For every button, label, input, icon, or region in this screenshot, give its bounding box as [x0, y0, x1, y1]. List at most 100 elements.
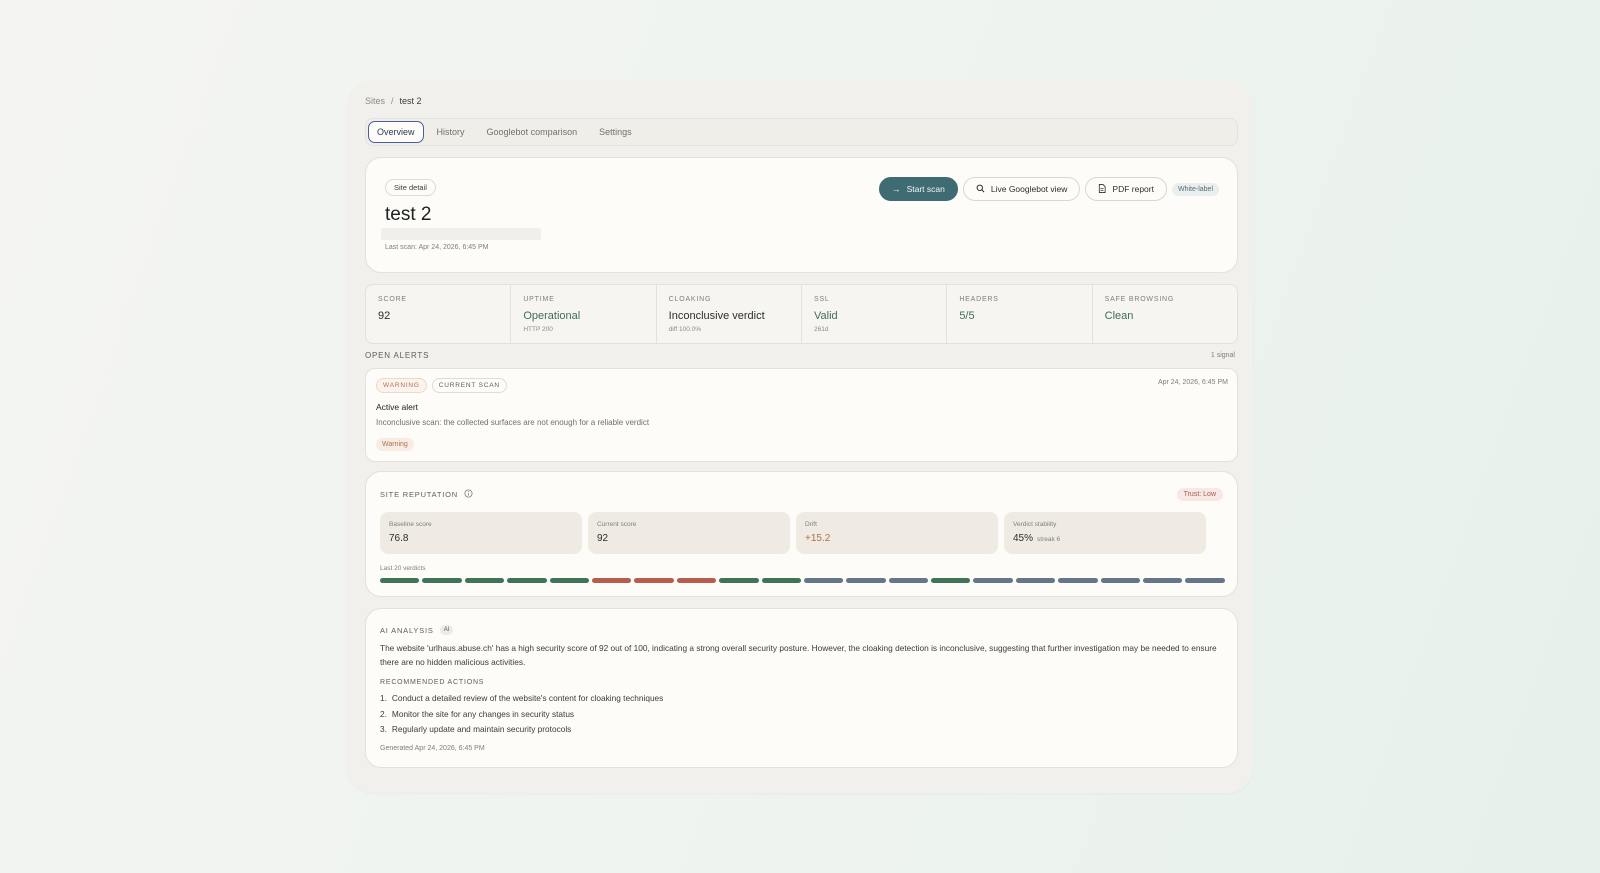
tab-googlebot-comparison[interactable]: Googlebot comparison — [486, 127, 578, 137]
metric-verdict-stability: Verdict stability 45% streak 6 — [1004, 512, 1206, 554]
stat-value: 92 — [378, 310, 391, 322]
verdict-segment-gray — [973, 578, 1013, 583]
tab-settings[interactable]: Settings — [599, 127, 632, 137]
pdf-report-button[interactable]: PDF report — [1085, 177, 1167, 201]
info-icon[interactable] — [464, 489, 473, 500]
stat-label: SSL — [813, 296, 830, 303]
verdict-segment-gray — [846, 578, 886, 583]
document-icon — [1098, 183, 1106, 195]
ai-chip: AI — [439, 625, 454, 635]
list-number: 1. — [380, 693, 387, 703]
tab-overview[interactable]: Overview — [368, 121, 424, 143]
verdict-segment-green — [422, 578, 462, 583]
tab-bar: Overview History Googlebot comparison Se… — [365, 118, 1238, 146]
list-item: 1. Conduct a detailed review of the websi… — [380, 693, 663, 709]
stat-label: HEADERS — [959, 296, 999, 303]
stat-value: Valid — [813, 310, 838, 322]
metric-label: Current score — [597, 521, 637, 528]
site-reputation-heading: SITE REPUTATION — [380, 489, 473, 500]
breadcrumb-sites-link[interactable]: Sites — [365, 96, 386, 106]
start-scan-label: Start scan — [906, 184, 945, 194]
site-detail-panel: Sites / test 2 Overview History Googlebo… — [347, 80, 1253, 793]
start-scan-button[interactable]: → Start scan — [878, 177, 958, 201]
alert-item[interactable]: WARNING CURRENT SCAN Apr 24, 2026, 6:45 … — [365, 368, 1238, 462]
site-detail-tag: Site detail — [385, 179, 436, 196]
verdict-segment-red — [634, 578, 674, 583]
ai-analysis-card: AI ANALYSIS AI The website 'urlhaus.abus… — [365, 608, 1238, 768]
verdict-segment-green — [719, 578, 759, 583]
header-actions: → Start scan Live Googlebot view PDF rep… — [878, 177, 1219, 201]
stat-value: Clean — [1104, 310, 1134, 322]
verdict-segment-gray — [888, 578, 929, 583]
generated-time: Generated Apr 24, 2026, 6:45 PM — [380, 745, 485, 752]
breadcrumb: Sites / test 2 — [365, 96, 422, 106]
verdict-segment-green — [507, 578, 547, 583]
white-label-badge: White-label — [1171, 182, 1219, 196]
page-title: test 2 — [385, 204, 432, 225]
action-text: Conduct a detailed review of the website… — [391, 693, 664, 703]
verdict-segment-gray — [1143, 578, 1183, 583]
verdict-segment-green — [549, 578, 589, 583]
verdict-segment-red — [676, 578, 717, 583]
verdict-segment-gray — [1058, 578, 1098, 583]
stat-safe-browsing: SAFE BROWSING Clean — [1093, 285, 1237, 343]
metric-value-row: 45% streak 6 — [1013, 533, 1197, 544]
action-text: Monitor the site for any changes in secu… — [391, 708, 575, 719]
metric-label: Drift — [805, 521, 817, 528]
streak-count: streak 6 — [1037, 536, 1061, 543]
metric-label: Baseline score — [389, 521, 432, 528]
alert-chips: WARNING CURRENT SCAN — [376, 378, 507, 393]
verdict-segment-gray — [1185, 578, 1225, 583]
list-item: 2. Monitor the site for any changes in se… — [380, 709, 663, 725]
verdict-segment-red — [591, 578, 632, 583]
arrow-right-icon: → — [891, 183, 901, 194]
ai-summary: The website 'urlhaus.abuse.ch' has a hig… — [380, 643, 1217, 667]
breadcrumb-separator: / — [391, 96, 394, 106]
metric-label: Verdict stability — [1013, 521, 1057, 528]
live-googlebot-view-label: Live Googlebot view — [990, 184, 1068, 194]
list-number: 3. — [380, 724, 387, 734]
stat-sub: diff 100.0% — [668, 326, 702, 333]
site-reputation-label: SITE REPUTATION — [380, 490, 458, 499]
warning-chip: WARNING — [376, 378, 427, 393]
stat-ssl: SSL Valid 261d — [802, 285, 948, 343]
verdict-segment-gray — [803, 578, 844, 583]
stat-cloaking: CLOAKING Inconclusive verdict diff 100.0… — [657, 285, 802, 343]
tab-history[interactable]: History — [436, 127, 465, 137]
stat-label: UPTIME — [523, 296, 555, 303]
current-scan-chip: CURRENT SCAN — [431, 378, 507, 393]
stat-headers: HEADERS 5/5 — [947, 285, 1093, 343]
open-alerts-heading: OPEN ALERTS — [365, 351, 430, 360]
stat-value: Inconclusive verdict — [668, 310, 765, 322]
stat-uptime: UPTIME Operational HTTP 200 — [511, 285, 657, 343]
site-header-card: Site detail test 2 Last scan: Apr 24, 20… — [365, 157, 1238, 273]
stat-label: SCORE — [378, 296, 407, 303]
alert-description: Inconclusive scan: the collected surface… — [376, 418, 650, 427]
breadcrumb-current: test 2 — [399, 96, 422, 106]
stat-score: SCORE 92 — [366, 285, 512, 343]
metric-value: 45% — [1013, 533, 1034, 544]
live-googlebot-view-button[interactable]: Live Googlebot view — [962, 177, 1081, 201]
verdicts-label: Last 20 verdicts — [380, 565, 426, 572]
verdict-segment-green — [380, 578, 420, 583]
list-number: 2. — [380, 708, 387, 719]
pdf-report-label: PDF report — [1112, 184, 1154, 194]
last-scan-time: Last scan: Apr 24, 2026, 6:45 PM — [385, 244, 489, 251]
verdict-segment-green — [464, 578, 505, 583]
list-item: 3. Regularly update and maintain security… — [380, 724, 663, 740]
ai-analysis-label: AI ANALYSIS — [380, 625, 434, 635]
alerts-count: 1 signal — [1210, 352, 1235, 359]
stat-value: Operational — [523, 310, 581, 322]
action-text: Regularly update and maintain security p… — [391, 724, 572, 734]
metric-current-score: Current score 92 — [588, 512, 790, 554]
verdict-segment-green — [761, 578, 801, 583]
site-url-placeholder — [381, 228, 541, 240]
metric-baseline-score: Baseline score 76.8 — [380, 512, 582, 554]
stats-row: SCORE 92 UPTIME Operational HTTP 200 CLO… — [365, 284, 1238, 344]
metric-value: +15.2 — [805, 533, 831, 544]
verdict-segment-green — [931, 578, 971, 583]
stat-sub: 261d — [813, 326, 829, 333]
verdict-segment-gray — [1015, 578, 1056, 583]
ai-analysis-heading: AI ANALYSIS AI — [380, 625, 454, 635]
metric-value: 76.8 — [389, 533, 409, 544]
